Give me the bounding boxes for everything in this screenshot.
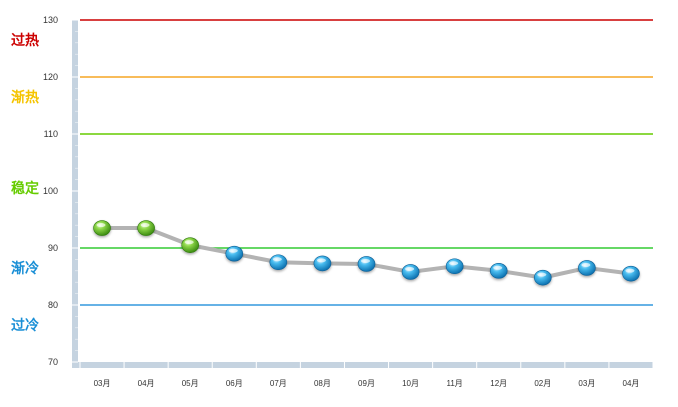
data-point-highlight — [405, 266, 415, 271]
data-point[interactable] — [534, 269, 552, 286]
y-tick-label: 80 — [48, 300, 58, 310]
data-point-highlight — [449, 261, 459, 266]
data-point-highlight — [493, 265, 503, 270]
data-point[interactable] — [401, 264, 420, 280]
x-tick-label: 12月 — [490, 379, 507, 388]
data-point[interactable] — [313, 255, 332, 272]
data-point[interactable] — [269, 254, 288, 271]
data-point[interactable] — [445, 258, 464, 275]
data-point[interactable] — [225, 245, 244, 262]
x-axis: 03月 04月 05月 06月 07月 08月 09月 10月 11月 12月 02月 03月 04月 — [94, 379, 640, 388]
data-point-highlight — [625, 268, 635, 273]
x-tick-label: 10月 — [402, 379, 419, 388]
data-point-highlight — [316, 258, 326, 263]
x-tick-label: 08月 — [314, 379, 331, 388]
data-point-highlight — [184, 240, 194, 245]
data-point-highlight — [140, 223, 150, 228]
y-tick-label: 70 — [48, 357, 58, 367]
zone-label: 过热 — [11, 32, 39, 49]
data-point-highlight — [96, 223, 106, 228]
y-tick-label: 90 — [48, 243, 58, 253]
zone-label: 渐热 — [11, 89, 39, 106]
x-tick-label: 06月 — [226, 379, 243, 388]
data-point[interactable] — [137, 220, 155, 236]
zone-label: 过冷 — [11, 317, 39, 334]
data-point-highlight — [361, 258, 370, 263]
data-point-highlight — [581, 262, 591, 267]
reference-lines — [80, 19, 653, 306]
data-point[interactable] — [181, 237, 199, 253]
data-point-highlight — [537, 272, 547, 277]
data-point-highlight — [272, 257, 282, 262]
data-point-highlight — [228, 248, 238, 253]
zone-label: 渐冷 — [11, 260, 39, 277]
x-tick-label: 07月 — [270, 379, 287, 388]
y-axis-band — [72, 20, 78, 368]
x-axis-band — [72, 362, 653, 368]
y-tick-label: 120 — [43, 72, 58, 82]
x-tick-label: 04月 — [623, 379, 640, 388]
series — [93, 220, 640, 286]
data-point[interactable] — [622, 265, 640, 282]
x-tick-label: 02月 — [534, 379, 551, 388]
x-tick-label: 03月 — [578, 379, 595, 388]
x-tick-label: 09月 — [358, 379, 375, 388]
x-tick-label: 05月 — [182, 379, 199, 388]
x-tick-label: 04月 — [138, 379, 155, 388]
data-point[interactable] — [489, 262, 508, 279]
axis-bands — [72, 19, 654, 368]
y-tick-label: 110 — [44, 129, 58, 139]
x-tick-label: 03月 — [94, 379, 111, 388]
y-tick-label: 130 — [43, 15, 58, 25]
y-tick-label: 100 — [43, 186, 58, 196]
zone-label: 稳定 — [11, 180, 39, 197]
data-point[interactable] — [357, 256, 376, 272]
y-axis: 70 80 90 100 110 120 130 — [43, 15, 58, 367]
x-tick-label: 11月 — [446, 379, 462, 388]
data-point[interactable] — [93, 220, 111, 236]
data-point[interactable] — [578, 260, 596, 276]
